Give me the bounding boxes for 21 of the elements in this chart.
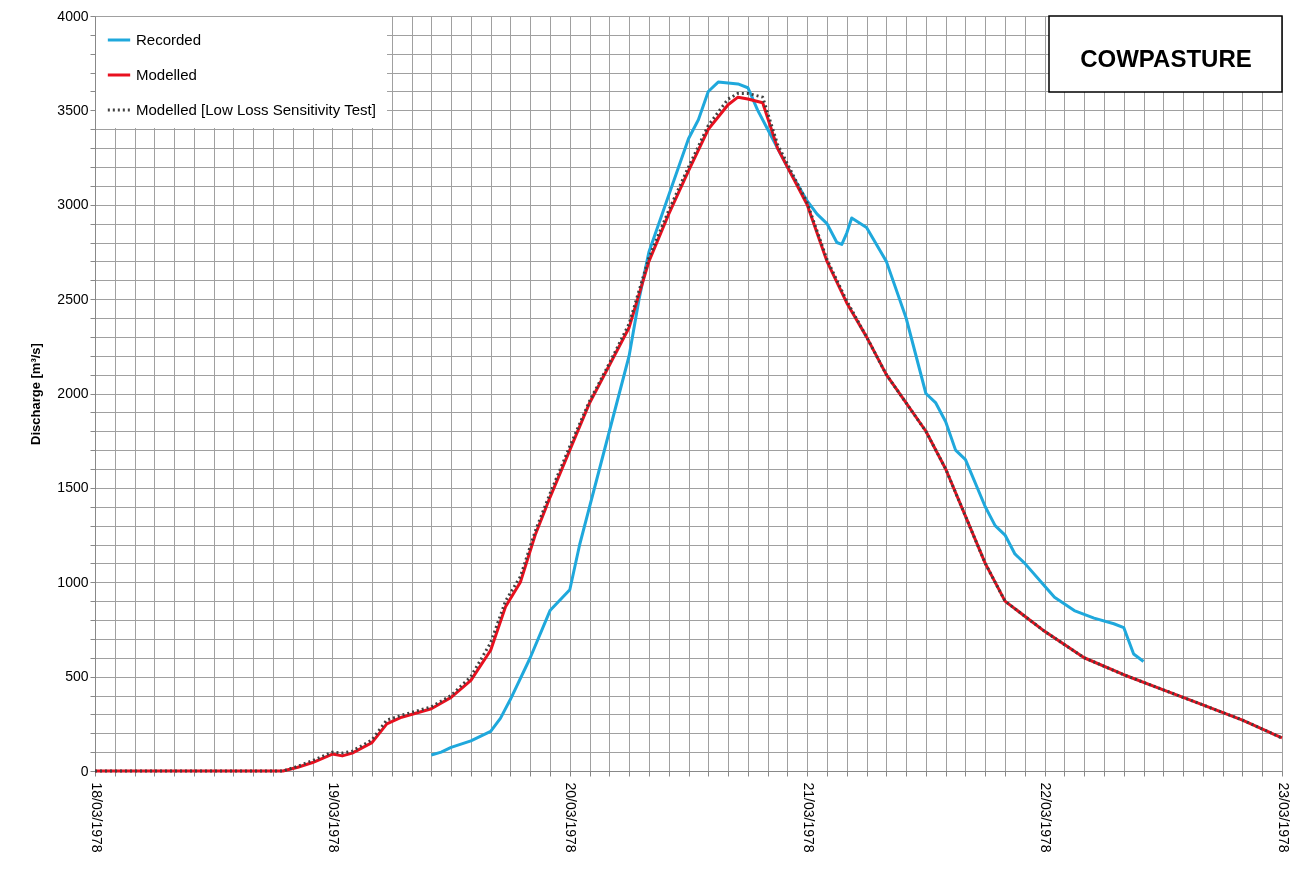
y-tick-label: 1000 (57, 573, 89, 590)
x-tick-label: 19/03/1978 (325, 782, 342, 853)
line-series (429, 80, 1146, 757)
y-tick-label: 500 (65, 668, 89, 685)
y-tick-label: 4000 (57, 7, 89, 24)
x-tick-label: 22/03/1978 (1038, 782, 1055, 853)
legend-label: Modelled (136, 66, 197, 83)
y-tick-label: 2000 (57, 385, 89, 401)
text: COWPASTURE (1080, 45, 1252, 72)
y-tick-label: 3000 (57, 196, 89, 213)
y-axis-title: Discharge [m³/s] (28, 343, 44, 445)
x-tick-label: 20/03/1978 (563, 782, 580, 853)
y-tick-label: 2500 (57, 290, 89, 307)
legend-label: Recorded (136, 31, 202, 48)
x-tick-label: 21/03/1978 (800, 782, 817, 853)
x-tick-label: 18/03/1978 (88, 782, 105, 853)
y-tick-label: 1500 (57, 479, 89, 496)
legend-label: Modelled [Low Loss Sensitivity Test] (136, 101, 376, 118)
y-tick-label: 3500 (57, 101, 89, 118)
y-tick-label: 0 (80, 762, 89, 779)
x-tick-label: 23/03/1978 (1275, 782, 1292, 853)
